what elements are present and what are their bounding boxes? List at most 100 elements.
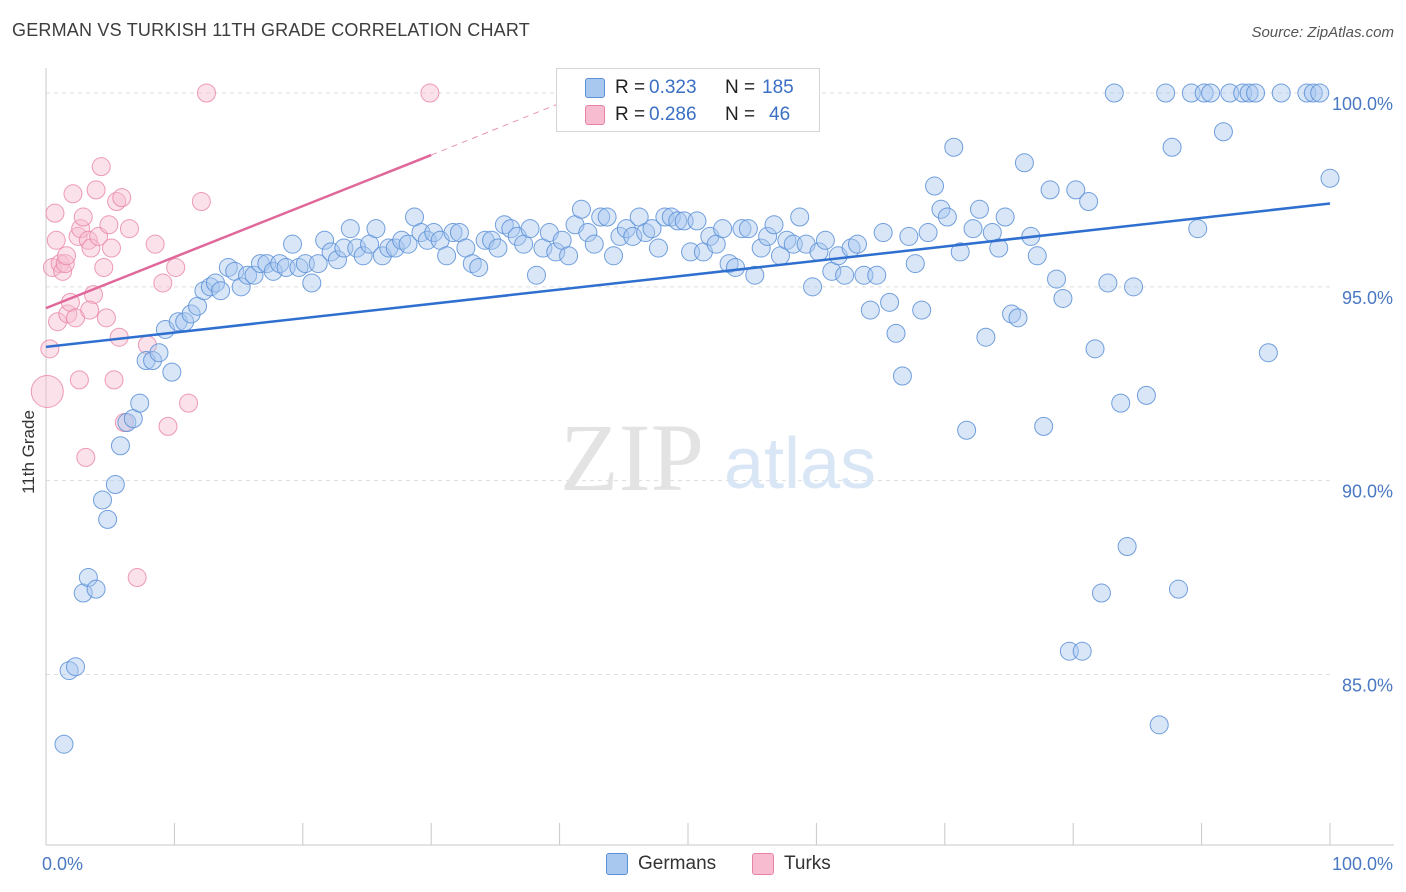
- germans-point: [1303, 83, 1323, 103]
- germans-point: [969, 199, 989, 219]
- germans-point: [1168, 579, 1188, 599]
- germans-point: [751, 238, 771, 258]
- germans-point: [1040, 180, 1060, 200]
- turks-point: [191, 192, 211, 212]
- germans-point: [1047, 269, 1067, 289]
- germans-point: [162, 362, 182, 382]
- turks-point: [104, 370, 124, 390]
- germans-point: [803, 277, 823, 297]
- germans-point: [899, 226, 919, 246]
- germans-point: [1136, 385, 1156, 405]
- germans-legend-swatch: [606, 853, 628, 875]
- turks-points: [30, 83, 440, 588]
- germans-point: [847, 234, 867, 254]
- turks-point: [112, 188, 132, 208]
- germans-point: [308, 254, 328, 274]
- germans-point: [200, 277, 220, 297]
- turks-point: [30, 374, 64, 408]
- germans-point: [944, 137, 964, 157]
- germans-point: [976, 327, 996, 347]
- axes: [45, 68, 1394, 846]
- germans-point: [1111, 393, 1131, 413]
- germans-point: [385, 238, 405, 258]
- germans-point: [745, 265, 765, 285]
- turks-point: [86, 180, 106, 200]
- turks-swatch: [585, 105, 605, 125]
- germans-point: [520, 219, 540, 239]
- turks-n-value: 46: [769, 104, 791, 125]
- germans-point: [1310, 83, 1330, 103]
- germans-point: [1117, 537, 1137, 557]
- germans-n-value: 185: [762, 77, 794, 98]
- germans-point: [597, 207, 617, 227]
- germans-point: [443, 223, 463, 243]
- germans-point: [604, 246, 624, 266]
- germans-point: [1239, 83, 1259, 103]
- turks-r-label: R =: [615, 104, 646, 125]
- germans-point: [340, 219, 360, 239]
- germans-point: [668, 211, 688, 231]
- turks-point: [76, 447, 96, 467]
- turks-point: [45, 203, 65, 223]
- germans-point: [469, 257, 489, 277]
- germans-point: [1188, 219, 1208, 239]
- turks-point: [73, 207, 93, 227]
- x-tick-labels: 0.0% 100.0%: [42, 854, 1393, 874]
- turks-point: [96, 308, 116, 328]
- germans-point: [1213, 122, 1233, 142]
- trend-lines: [45, 92, 1331, 349]
- germans-point: [1066, 180, 1086, 200]
- germans-point: [1246, 83, 1266, 103]
- germans-point: [616, 219, 636, 239]
- germans-point: [149, 343, 169, 363]
- turks-point: [57, 246, 77, 266]
- germans-point: [1194, 83, 1214, 103]
- germans-point: [726, 257, 746, 277]
- legend-row-germans: R = 0.323 N = 185: [557, 75, 819, 101]
- germans-point: [424, 223, 444, 243]
- turks-point: [153, 273, 173, 293]
- x-tick-label: 0.0%: [42, 854, 83, 874]
- germans-point: [571, 199, 591, 219]
- germans-point: [78, 568, 98, 588]
- germans-point: [925, 176, 945, 196]
- germans-point: [648, 238, 668, 258]
- source-label: Source: ZipAtlas.com: [1251, 24, 1394, 41]
- germans-point: [1072, 641, 1092, 661]
- germans-point: [1271, 83, 1291, 103]
- turks-point: [63, 184, 83, 204]
- germans-point: [764, 215, 784, 235]
- turks-point: [107, 192, 127, 212]
- germans-point: [66, 657, 86, 677]
- turks-point: [119, 219, 139, 239]
- turks-point: [69, 370, 89, 390]
- germans-point: [110, 436, 130, 456]
- germans-point: [1156, 83, 1176, 103]
- germans-point: [244, 265, 264, 285]
- germans-point: [526, 265, 546, 285]
- germans-point: [860, 300, 880, 320]
- germans-point: [835, 265, 855, 285]
- turks-point: [197, 83, 216, 103]
- germans-point: [790, 207, 810, 227]
- turks-point: [71, 219, 91, 239]
- germans-point: [1027, 246, 1047, 266]
- watermark-zip: ZIP: [560, 404, 704, 511]
- germans-point: [143, 350, 163, 370]
- germans-point: [905, 254, 925, 274]
- germans-point: [482, 230, 502, 250]
- germans-point: [1124, 277, 1144, 297]
- germans-point: [873, 223, 893, 243]
- germans-point: [758, 226, 778, 246]
- germans-point: [1085, 339, 1105, 359]
- germans-point: [1008, 308, 1028, 328]
- germans-point: [578, 223, 598, 243]
- turks-legend-swatch: [752, 853, 774, 875]
- germans-point: [886, 323, 906, 343]
- germans-point: [130, 393, 150, 413]
- y-tick-label: 85.0%: [1342, 675, 1393, 695]
- germans-point: [231, 277, 251, 297]
- germans-point: [989, 238, 1009, 258]
- germans-point: [995, 207, 1015, 227]
- watermark-atlas: atlas: [724, 424, 876, 504]
